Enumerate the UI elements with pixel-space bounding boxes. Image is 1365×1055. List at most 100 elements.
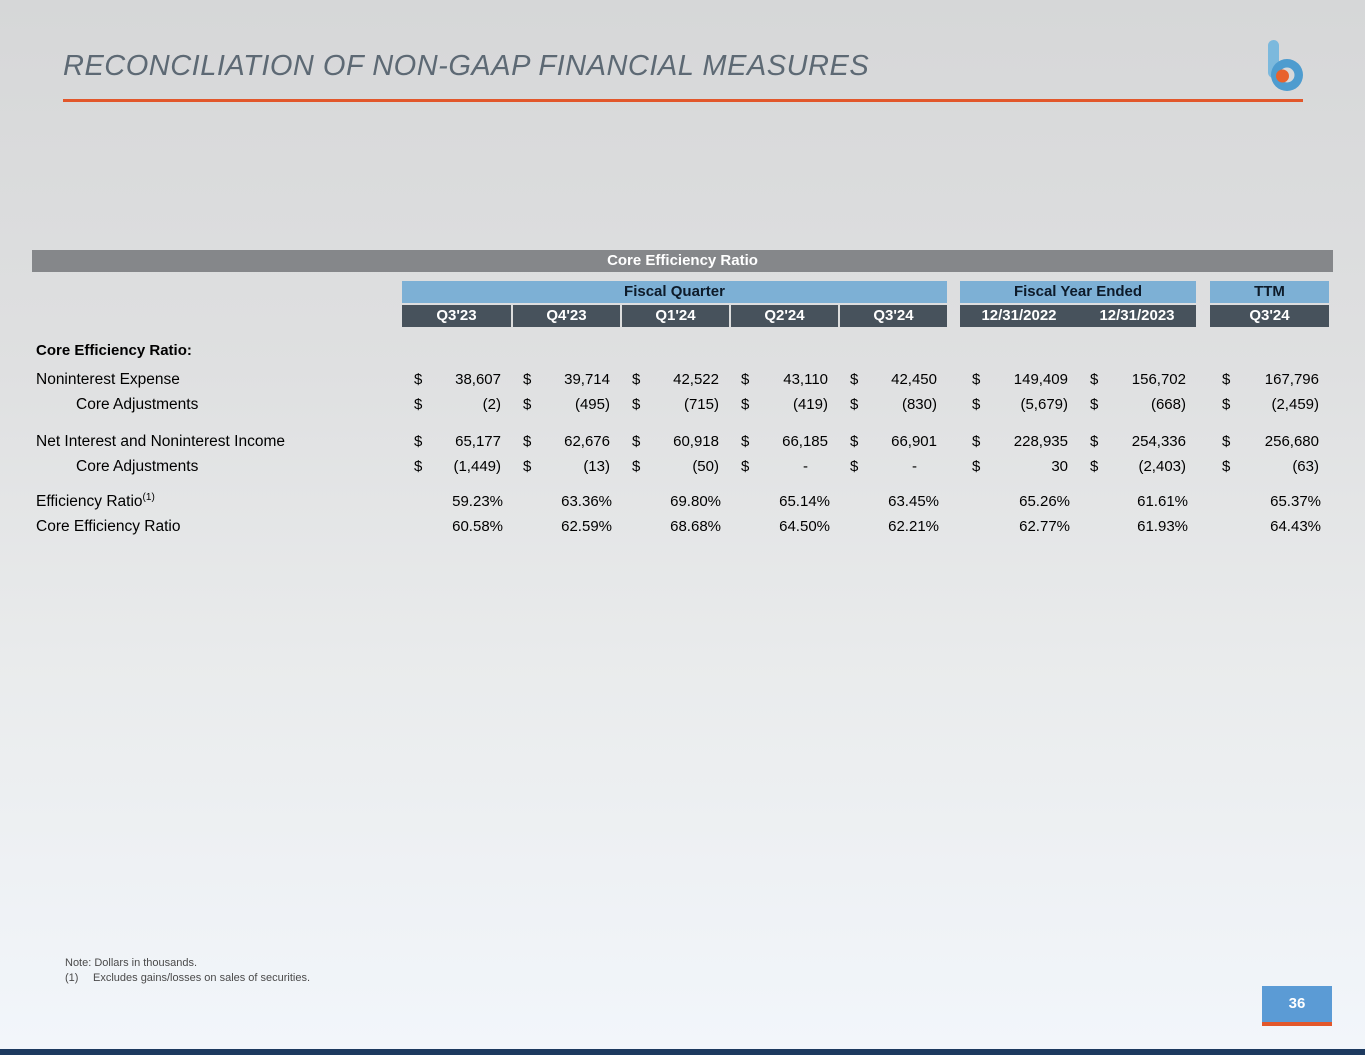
currency-symbol: $ <box>414 371 423 388</box>
money-cell: $167,796 <box>1222 371 1319 388</box>
money-cell: $ (419) <box>741 396 828 413</box>
core-efficiency-table: Core Efficiency Ratio Fiscal Quarter Q3'… <box>32 250 1333 539</box>
table-row: Core Efficiency Ratio 60.58% 62.59% 68.6… <box>32 514 1333 539</box>
table-row: Core Adjustments $ (1,449) $ (13) $ (50) $ -… <box>32 454 1333 479</box>
group-gap <box>947 281 960 327</box>
currency-symbol: $ <box>741 458 750 475</box>
row-label: Noninterest Expense <box>36 370 180 388</box>
currency-symbol: $ <box>741 371 750 388</box>
money-cell: $ - <box>741 458 808 475</box>
pct-cell: 59.23% <box>452 493 503 510</box>
money-cell: $ (495) <box>523 396 610 413</box>
page-number-underline <box>1262 1022 1332 1026</box>
money-cell: $ (5,679) <box>972 396 1068 413</box>
money-cell: $38,607 <box>414 371 501 388</box>
currency-symbol: $ <box>741 433 750 450</box>
currency-symbol: $ <box>523 458 532 475</box>
table-title-band: Core Efficiency Ratio <box>32 250 1333 272</box>
currency-symbol: $ <box>850 396 859 413</box>
row-label: Net Interest and Noninterest Income <box>36 432 285 450</box>
pct-cell: 68.68% <box>670 518 721 535</box>
page-title: RECONCILIATION OF NON-GAAP FINANCIAL MEA… <box>63 50 870 82</box>
currency-symbol: $ <box>1090 396 1099 413</box>
currency-symbol: $ <box>523 433 532 450</box>
currency-symbol: $ <box>523 396 532 413</box>
money-cell: $42,522 <box>632 371 719 388</box>
money-cell: $62,676 <box>523 433 610 450</box>
pct-cell: 61.61% <box>1137 493 1188 510</box>
money-cell: $66,185 <box>741 433 828 450</box>
header-label-spacer <box>32 281 402 327</box>
money-cell: $156,702 <box>1090 371 1186 388</box>
page-number: 36 <box>1262 986 1332 1022</box>
footer-bar <box>0 1049 1365 1055</box>
pct-cell: 64.43% <box>1270 518 1321 535</box>
money-cell: $ (668) <box>1090 396 1186 413</box>
col-header: Q3'24 <box>1210 305 1329 327</box>
company-logo <box>1268 40 1303 91</box>
money-cell: $ (715) <box>632 396 719 413</box>
group-fiscal-year-ended: Fiscal Year Ended 12/31/2022 12/31/2023 <box>960 281 1196 327</box>
currency-symbol: $ <box>632 433 641 450</box>
col-header: Q2'24 <box>729 305 838 327</box>
currency-symbol: $ <box>1090 371 1099 388</box>
pct-cell: 62.77% <box>1019 518 1070 535</box>
currency-symbol: $ <box>972 433 981 450</box>
pct-cell: 64.50% <box>779 518 830 535</box>
money-cell: $ (2,403) <box>1090 458 1186 475</box>
currency-symbol: $ <box>850 433 859 450</box>
currency-symbol: $ <box>1090 433 1099 450</box>
col-header: Q4'23 <box>511 305 620 327</box>
footnote-dollars: Note: Dollars in thousands. <box>65 957 198 969</box>
money-cell: $ (13) <box>523 458 610 475</box>
group-header-fiscal-quarter: Fiscal Quarter <box>402 281 947 303</box>
group-header-ttm: TTM <box>1210 281 1329 303</box>
table-row: Net Interest and Noninterest Income $65,… <box>32 429 1333 454</box>
pct-cell: 62.59% <box>561 518 612 535</box>
pct-cell: 63.45% <box>888 493 939 510</box>
group-fiscal-quarter: Fiscal Quarter Q3'23 Q4'23 Q1'24 Q2'24 Q… <box>402 281 947 327</box>
currency-symbol: $ <box>850 458 859 475</box>
row-label: Core Adjustments <box>76 457 199 475</box>
currency-symbol: $ <box>632 396 641 413</box>
table-row: Core Adjustments $ (2) $ (495) $ (715) $ (41… <box>32 392 1333 417</box>
money-cell: $ (830) <box>850 396 937 413</box>
group-ttm: TTM Q3'24 <box>1210 281 1329 327</box>
currency-symbol: $ <box>414 458 423 475</box>
money-cell: $ (50) <box>632 458 719 475</box>
title-underline <box>63 99 1303 102</box>
col-header: Q3'24 <box>838 305 947 327</box>
currency-symbol: $ <box>632 458 641 475</box>
money-cell: $254,336 <box>1090 433 1186 450</box>
col-header: 12/31/2023 <box>1078 305 1196 327</box>
currency-symbol: $ <box>741 396 750 413</box>
money-cell: $ (63) <box>1222 458 1319 475</box>
col-header: Q3'23 <box>402 305 511 327</box>
currency-symbol: $ <box>414 433 423 450</box>
pct-cell: 65.37% <box>1270 493 1321 510</box>
money-cell: $ - <box>850 458 917 475</box>
table-header: Fiscal Quarter Q3'23 Q4'23 Q1'24 Q2'24 Q… <box>32 281 1333 327</box>
money-cell: $ (2,459) <box>1222 396 1319 413</box>
money-cell: $228,935 <box>972 433 1068 450</box>
pct-cell: 63.36% <box>561 493 612 510</box>
pct-cell: 61.93% <box>1137 518 1188 535</box>
table-row: Efficiency Ratio(1) 59.23% 63.36% 69.80%… <box>32 489 1333 514</box>
money-cell: $256,680 <box>1222 433 1319 450</box>
currency-symbol: $ <box>632 371 641 388</box>
page-number-badge: 36 <box>1262 986 1332 1026</box>
currency-symbol: $ <box>972 371 981 388</box>
currency-symbol: $ <box>972 396 981 413</box>
row-label: Efficiency Ratio(1) <box>36 491 155 511</box>
money-cell: $66,901 <box>850 433 937 450</box>
money-cell: $149,409 <box>972 371 1068 388</box>
pct-cell: 65.26% <box>1019 493 1070 510</box>
currency-symbol: $ <box>850 371 859 388</box>
col-header: 12/31/2022 <box>960 305 1078 327</box>
money-cell: $30 <box>972 458 1068 475</box>
money-cell: $ (1,449) <box>414 458 501 475</box>
money-cell: $42,450 <box>850 371 937 388</box>
row-label: Core Efficiency Ratio <box>36 517 181 535</box>
footnote-1-text: Excludes gains/losses on sales of securi… <box>93 972 311 984</box>
currency-symbol: $ <box>1222 458 1231 475</box>
